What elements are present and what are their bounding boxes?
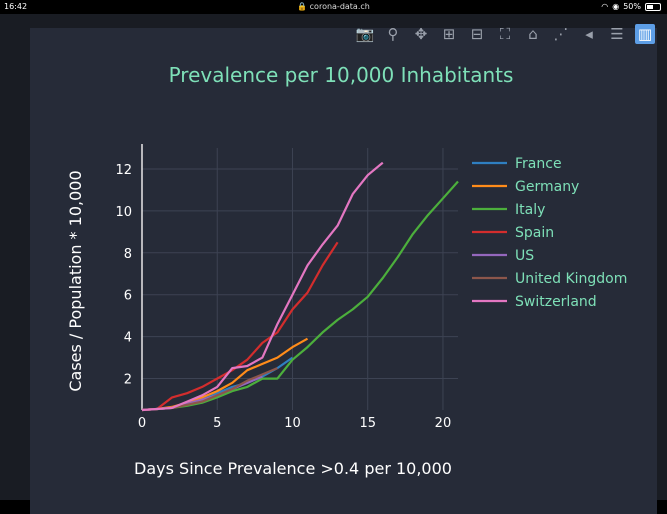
- x-tick-label: 5: [213, 416, 221, 431]
- zoom-out-icon[interactable]: ⊟: [470, 25, 484, 43]
- legend-label[interactable]: Spain: [515, 225, 554, 241]
- home-icon[interactable]: ⌂: [528, 25, 538, 43]
- axes: 0 5 10 15 20 2 4 6 8 10 12: [115, 144, 451, 431]
- plot-modebar: 📷 ⚲ ✥ ⊞ ⊟ ⛶ ⌂ ⋰ ◂ ☰ ▥: [355, 24, 655, 44]
- legend-label[interactable]: Italy: [515, 202, 545, 218]
- plotly-logo-icon[interactable]: ▥: [635, 24, 655, 44]
- legend-label[interactable]: France: [515, 156, 562, 172]
- browser-content: [0, 14, 667, 514]
- wifi-icon: ◠: [601, 2, 609, 11]
- y-axis-label: Cases / Population * 10,000: [66, 170, 85, 391]
- series-line-switzerland: [141, 161, 384, 412]
- hover-compare-icon[interactable]: ☰: [610, 25, 624, 43]
- address-url: corona-data.ch: [309, 2, 370, 11]
- orientation-lock-icon: ◉: [612, 2, 620, 11]
- status-indicators: ◠ ◉ 50%: [601, 2, 661, 11]
- pan-icon[interactable]: ✥: [414, 25, 428, 43]
- plot-background: [30, 28, 657, 514]
- series-line-italy: [141, 180, 459, 412]
- status-time: 16:42: [4, 2, 28, 11]
- legend-label[interactable]: United Kingdom: [515, 271, 627, 287]
- x-tick-label: 20: [435, 416, 452, 431]
- battery-fill: [647, 4, 653, 9]
- legend-label[interactable]: Germany: [515, 179, 579, 195]
- battery-icon: [645, 2, 661, 11]
- address-bar[interactable]: 🔒 corona-data.ch: [297, 2, 370, 11]
- autoscale-icon[interactable]: ⛶: [499, 25, 511, 43]
- x-axis-label: Days Since Prevalence >0.4 per 10,000: [134, 459, 452, 478]
- series-lines: [141, 161, 459, 412]
- series-line-spain: [141, 241, 339, 412]
- legend: France Germany Italy Spain US United Kingdom S…: [472, 156, 627, 310]
- y-tick-label: 6: [124, 289, 132, 304]
- y-tick-label: 8: [124, 247, 132, 262]
- y-tick-label: 12: [115, 163, 132, 178]
- hover-closest-icon[interactable]: ◂: [585, 25, 593, 43]
- y-tick-label: 4: [124, 331, 132, 346]
- spike-lines-icon[interactable]: ⋰: [553, 25, 569, 43]
- y-tick-label: 10: [115, 205, 132, 220]
- chart-title: Prevalence per 10,000 Inhabitants: [169, 63, 514, 87]
- line-chart: Prevalence per 10,000 Inhabitants Days S…: [66, 63, 627, 478]
- legend-label[interactable]: US: [515, 248, 534, 264]
- y-tick-label: 2: [124, 373, 132, 388]
- battery-percent: 50%: [623, 2, 641, 11]
- ipad-status-bar: 16:42 🔒 corona-data.ch ◠ ◉ 50%: [0, 0, 667, 14]
- x-tick-label: 15: [359, 416, 376, 431]
- zoom-icon[interactable]: ⚲: [387, 25, 399, 43]
- x-tick-label: 0: [138, 416, 146, 431]
- x-tick-label: 10: [284, 416, 301, 431]
- legend-label[interactable]: Switzerland: [515, 294, 597, 310]
- zoom-in-icon[interactable]: ⊞: [442, 25, 456, 43]
- camera-icon[interactable]: 📷: [355, 25, 375, 43]
